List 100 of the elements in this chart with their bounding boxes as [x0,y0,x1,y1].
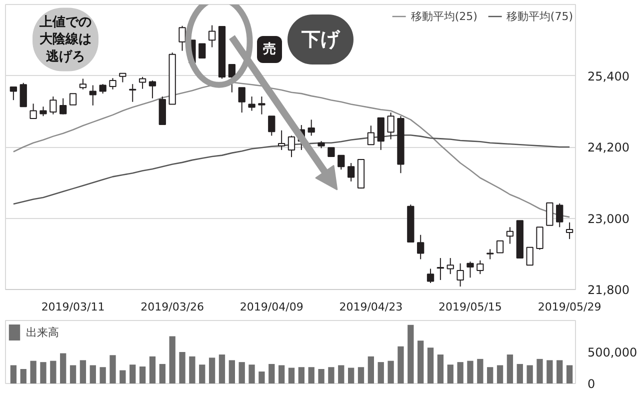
candlestick [506,226,514,244]
y-tick-label: 25,400 [588,69,630,84]
x-tick-label: 2019/05/15 [438,300,502,314]
bar [477,358,484,384]
candlestick [148,80,156,99]
bar [50,360,56,384]
candlestick [566,222,574,240]
candlestick [238,87,246,114]
candlestick [109,78,116,90]
bar [496,365,504,384]
bar [556,360,563,384]
bar [358,367,364,384]
bar [437,354,444,384]
bar [447,364,454,384]
bar [418,340,424,384]
bar [398,346,404,384]
candlestick [417,234,424,260]
candlestick [526,246,534,266]
candlestick [377,117,384,150]
annotation: 上値での大陰線は逃げろ [38,14,92,64]
candlestick [69,93,77,106]
y-tick-label: 24,200 [588,140,630,154]
bar [408,324,414,384]
candlestick [40,106,47,117]
candlestick [60,98,67,115]
candlestick [536,226,544,250]
candlestick [278,130,286,150]
bar [218,354,226,384]
candlestick [426,268,434,284]
bar [110,355,116,384]
bar [298,367,304,384]
bar [516,364,523,384]
candlestick [248,96,256,112]
candlestick [138,76,146,90]
bar [10,365,17,384]
candlestick [556,202,564,228]
annotation: 売 [263,42,276,57]
bar [228,360,235,384]
bar [378,362,384,384]
bar [487,367,494,384]
bar [308,367,314,384]
bar [60,353,66,384]
bar [238,362,245,384]
bar [388,360,394,384]
bar [120,370,126,384]
bar [139,366,146,384]
candlestick [208,24,216,48]
candlestick [476,260,484,275]
candlestick [446,258,454,275]
x-tick-label: 2019/03/11 [41,300,105,314]
candlestick [466,261,474,278]
candlestick [347,162,355,182]
candlestick [258,96,266,115]
candlestick [546,202,554,226]
x-tick-label: 2019/05/29 [538,300,602,314]
legend-label: 出来高 [26,324,59,340]
bar [130,364,136,384]
y-tick-label: 500,000 [588,346,638,360]
candlestick [99,84,106,94]
candlestick [338,154,345,170]
bar [368,356,374,384]
bar [189,356,196,384]
bar [348,368,354,384]
bar [80,360,86,384]
bar [20,369,26,384]
bar [526,365,533,384]
bar [427,348,434,384]
y-tick-label: 21,800 [588,283,630,297]
bar [566,365,573,384]
bar [149,356,156,384]
candlestick [367,125,375,146]
bar [199,364,206,384]
bar [208,358,216,384]
candlestick [50,96,57,115]
bar [506,354,514,384]
x-tick-label: 2019/04/23 [339,300,403,314]
bar [30,360,36,384]
candlestick [456,262,464,288]
candlestick [198,43,206,58]
candlestick [79,78,87,90]
candlestick [30,103,37,119]
legend-label: 移動平均(25) [410,8,478,24]
bar [100,367,106,384]
bar [179,352,186,384]
bar [248,364,255,384]
candlestick [268,116,276,136]
y-tick-label: 23,000 [588,212,630,226]
x-tick-label: 2019/03/26 [140,300,204,314]
candlestick [288,135,296,158]
candlestick [89,84,96,106]
candlestick [178,25,186,52]
candlestick [20,82,27,108]
legend-label: 移動平均(75) [506,8,573,24]
candlestick [486,248,494,260]
candlestick [496,240,504,254]
bar [457,362,464,384]
bar [159,364,166,384]
bar [318,369,324,384]
bar [40,362,46,384]
bar [328,367,334,384]
